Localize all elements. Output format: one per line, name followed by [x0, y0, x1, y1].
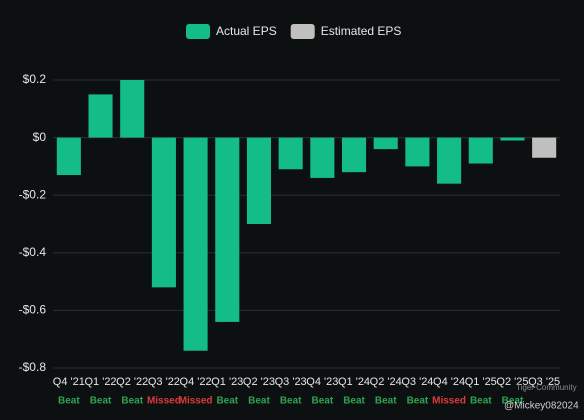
y-tick-label: $0.2 — [23, 72, 47, 86]
result-label: Beat — [407, 396, 429, 407]
result-label: Beat — [312, 396, 334, 407]
x-tick-label: Q4 '22 — [180, 376, 212, 388]
x-tick-label: Q3 '22 — [148, 376, 180, 388]
result-label: Beat — [375, 396, 397, 407]
x-tick-label: Q3 '25 — [528, 376, 560, 388]
result-label: Beat — [280, 396, 302, 407]
x-tick-label: Q4 '21 — [53, 376, 85, 388]
result-label: Missed — [432, 396, 466, 407]
bar — [341, 137, 367, 173]
bar — [437, 137, 462, 184]
y-tick-label: -$0.6 — [19, 303, 47, 317]
bar — [532, 137, 557, 158]
bar — [183, 137, 208, 351]
x-tick-label: Q1 '22 — [84, 376, 116, 388]
x-tick-label: Q2 '24 — [370, 376, 402, 388]
x-tick-label: Q2 '23 — [243, 376, 275, 388]
bar — [56, 137, 81, 176]
bar — [373, 137, 398, 150]
x-tick-label: Q3 '24 — [401, 376, 433, 388]
x-tick-label: Q2 '22 — [116, 376, 148, 388]
result-label: Beat — [343, 396, 365, 407]
result-label: Missed — [147, 396, 181, 407]
x-tick-label: Q4 '24 — [433, 376, 465, 388]
bar — [405, 137, 430, 167]
bar — [310, 137, 335, 178]
result-label: Beat — [470, 396, 492, 407]
result-label: Beat — [90, 396, 112, 407]
bar — [215, 137, 240, 322]
result-label: Beat — [216, 396, 238, 407]
result-label: Beat — [121, 396, 143, 407]
x-tick-label: Q4 '23 — [306, 376, 338, 388]
x-tick-label: Q2 '25 — [496, 376, 528, 388]
bar — [500, 137, 525, 141]
y-tick-label: $0 — [33, 130, 47, 144]
x-tick-label: Q1 '24 — [338, 376, 370, 388]
y-tick-label: -$0.8 — [19, 360, 47, 374]
watermark: @Mickey082024 — [504, 401, 579, 412]
bar — [278, 137, 303, 170]
result-label: Beat — [248, 396, 270, 407]
legend-swatch — [186, 24, 210, 39]
result-label: Beat — [502, 396, 524, 407]
watermark: Tiger Community — [516, 383, 577, 392]
legend-swatch — [290, 24, 315, 39]
result-label: Missed — [179, 396, 213, 407]
bar — [151, 137, 176, 288]
y-tick-label: -$0.4 — [19, 245, 47, 259]
bar — [468, 137, 493, 164]
y-tick-label: -$0.2 — [19, 187, 47, 201]
x-tick-label: Q1 '23 — [211, 376, 243, 388]
result-label: Beat — [58, 396, 80, 407]
bar — [88, 94, 113, 138]
bar — [120, 80, 145, 138]
legend-label: Estimated EPS — [321, 24, 402, 38]
x-tick-label: Q3 '23 — [275, 376, 307, 388]
legend-label: Actual EPS — [216, 24, 277, 38]
bar — [246, 137, 272, 224]
x-tick-label: Q1 '25 — [465, 376, 497, 388]
